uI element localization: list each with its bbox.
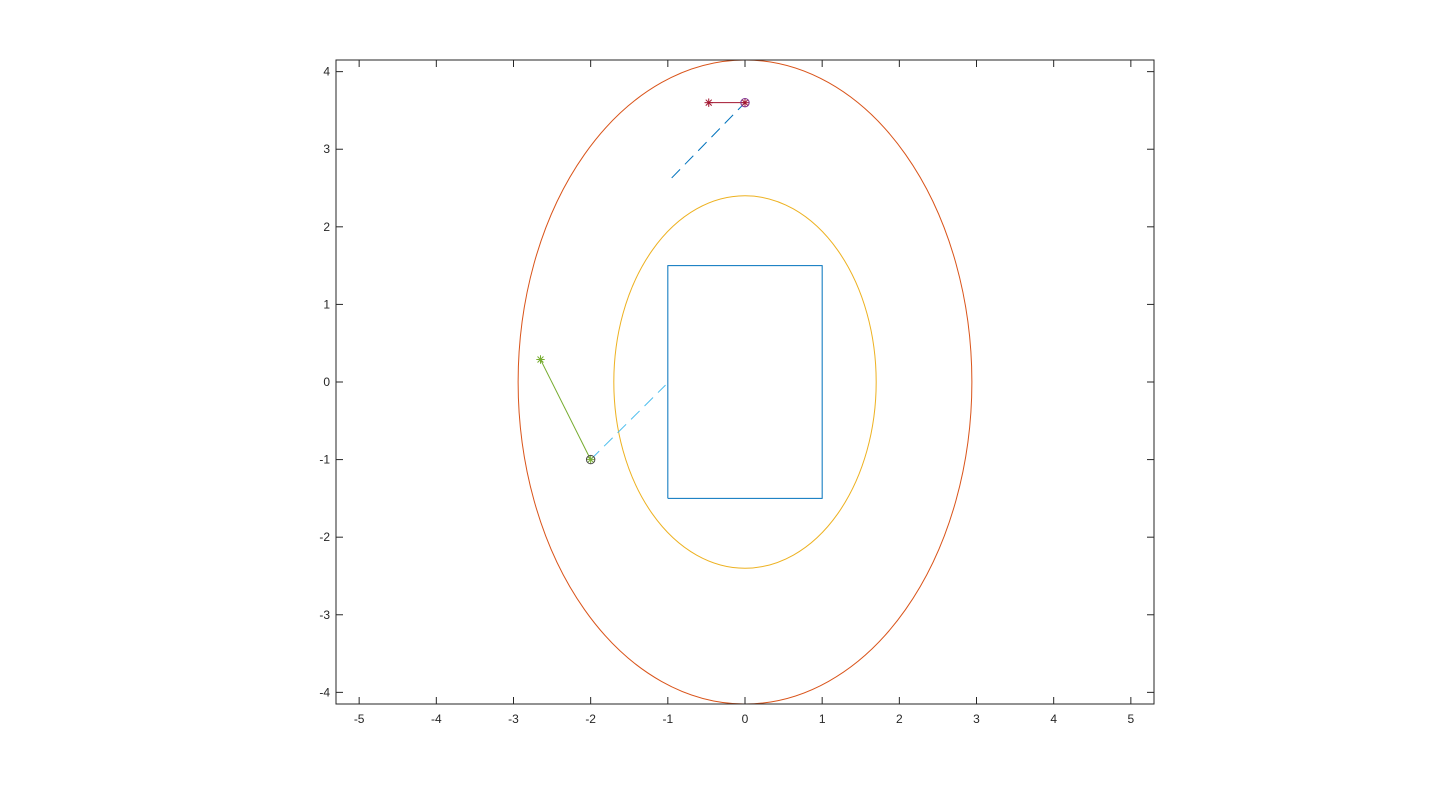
axes <box>335 59 1155 705</box>
y-tick-label: -4 <box>319 685 330 699</box>
series-segment-4 <box>671 102 746 179</box>
x-tick-label: 5 <box>1128 712 1135 726</box>
y-tick-label: -1 <box>319 453 330 467</box>
y-tick-label: -3 <box>319 608 330 622</box>
y-tick-label: -2 <box>319 530 330 544</box>
marker-circle-2 <box>740 97 750 108</box>
x-tick-label: 2 <box>896 712 903 726</box>
marker-circle-5 <box>585 454 596 465</box>
series-segment-5 <box>540 359 592 460</box>
y-axis-tick-labels: -4 -3 -2 -1 0 1 2 3 4 <box>319 65 330 700</box>
y-tick-label: 2 <box>323 220 330 234</box>
x-tick-label: 1 <box>819 712 826 726</box>
x-axis-tick-labels: -5 -4 -3 -2 -1 0 1 2 3 4 5 <box>354 712 1135 726</box>
marker-asterisk-stroke <box>741 99 749 106</box>
x-tick-label: -5 <box>354 712 365 726</box>
series-ellipse-2 <box>613 195 877 569</box>
y-tick-label: 0 <box>323 375 330 389</box>
y-tick-label: 4 <box>323 65 330 79</box>
series-rectangle-0 <box>667 265 823 499</box>
y-tick-label: 1 <box>323 297 330 311</box>
x-tick-label: 0 <box>742 712 749 726</box>
axes-background <box>336 60 1154 704</box>
marker-asterisk-stroke <box>587 456 594 463</box>
x-tick-label: -1 <box>662 712 673 726</box>
marker-asterisk-4 <box>586 455 595 464</box>
x-tick-label: 3 <box>973 712 980 726</box>
marker-asterisk-stroke <box>537 356 544 363</box>
marker-asterisk-3 <box>536 355 545 364</box>
x-tick-label: -2 <box>585 712 596 726</box>
marker-asterisk-stroke <box>705 99 713 106</box>
x-tick-label: 4 <box>1050 712 1057 726</box>
x-tick-label: -4 <box>431 712 442 726</box>
marker-asterisk-0 <box>704 98 713 107</box>
y-tick-label: 3 <box>323 142 330 156</box>
marker-asterisk-1 <box>740 98 750 107</box>
x-tick-label: -3 <box>508 712 519 726</box>
